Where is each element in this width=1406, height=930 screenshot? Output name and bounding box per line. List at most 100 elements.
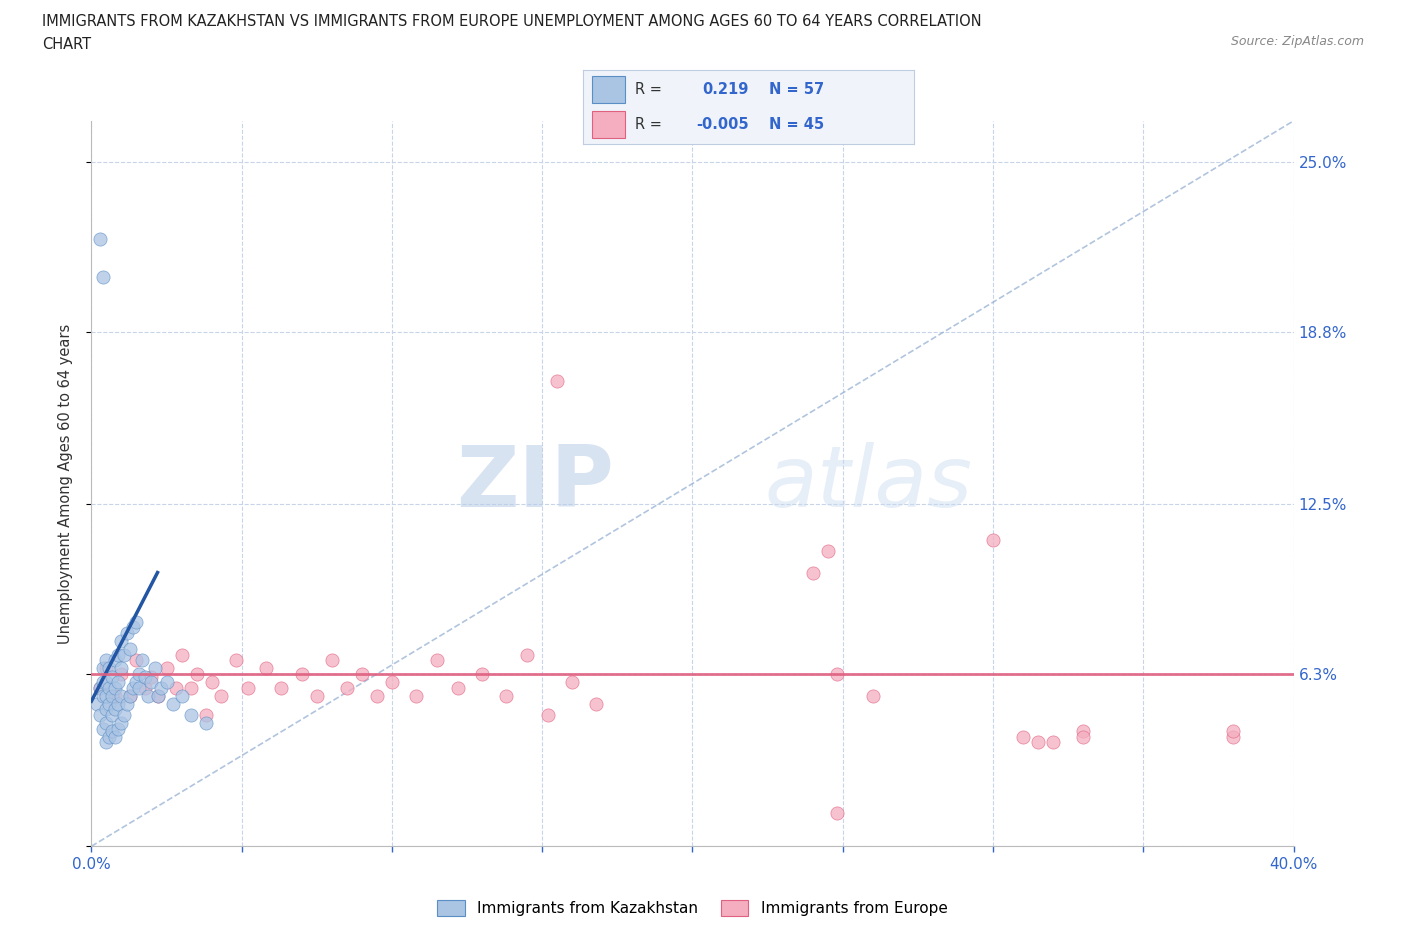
Point [1071, 724, 1094, 738]
Point [89, 708, 111, 723]
Point [801, 565, 824, 580]
Point [447, 680, 470, 695]
Point [817, 543, 839, 558]
Point [98, 680, 121, 695]
Point [236, 680, 259, 695]
Point [117, 697, 139, 711]
Point [209, 688, 232, 703]
Point [1042, 735, 1064, 750]
Point [107, 721, 129, 736]
Point [134, 670, 156, 684]
Point [96, 661, 118, 676]
Text: N = 57: N = 57 [769, 83, 824, 98]
Point [101, 688, 124, 703]
Point [86, 697, 108, 711]
Point [141, 674, 163, 689]
Y-axis label: Unemployment Among Ages 60 to 64 years: Unemployment Among Ages 60 to 64 years [58, 324, 73, 644]
Point [104, 702, 127, 717]
Point [170, 647, 193, 662]
Point [155, 661, 177, 676]
Point [138, 688, 160, 703]
Point [131, 653, 153, 668]
Text: R =: R = [634, 83, 662, 98]
Point [170, 688, 193, 703]
Point [101, 670, 124, 684]
Point [122, 680, 145, 695]
Point [120, 642, 142, 657]
FancyBboxPatch shape [592, 76, 624, 103]
Point [134, 680, 156, 695]
Point [117, 625, 139, 640]
Point [96, 674, 118, 689]
Point [180, 708, 202, 723]
Point [1012, 729, 1035, 744]
Legend: Immigrants from Kazakhstan, Immigrants from Europe: Immigrants from Kazakhstan, Immigrants f… [432, 894, 953, 922]
Text: ZIP: ZIP [457, 442, 614, 525]
Point [93, 688, 115, 703]
Point [471, 667, 494, 682]
Point [107, 697, 129, 711]
Point [101, 724, 124, 738]
Point [110, 661, 132, 676]
Point [149, 680, 172, 695]
Point [125, 653, 148, 668]
Point [122, 620, 145, 635]
Point [104, 688, 127, 703]
Point [96, 653, 118, 668]
Point [93, 270, 115, 285]
Point [120, 688, 142, 703]
Point [981, 532, 1004, 547]
Point [537, 708, 560, 723]
Point [143, 661, 166, 676]
Text: atlas: atlas [765, 442, 973, 525]
Text: R =: R = [634, 116, 662, 131]
Point [107, 674, 129, 689]
Point [98, 729, 121, 744]
Point [825, 667, 848, 682]
Text: N = 45: N = 45 [769, 116, 824, 131]
Point [825, 806, 848, 821]
Point [350, 667, 373, 682]
Point [104, 653, 127, 668]
Point [862, 688, 884, 703]
Point [1026, 735, 1049, 750]
Point [180, 680, 202, 695]
Point [107, 647, 129, 662]
Point [128, 680, 150, 695]
Point [125, 615, 148, 630]
Point [93, 674, 115, 689]
Point [201, 674, 224, 689]
Point [1222, 724, 1244, 738]
Point [305, 688, 328, 703]
Point [155, 674, 177, 689]
Point [128, 667, 150, 682]
Point [162, 697, 184, 711]
Point [101, 708, 124, 723]
Point [110, 688, 132, 703]
Point [1071, 729, 1094, 744]
Point [125, 674, 148, 689]
Point [366, 688, 388, 703]
Text: IMMIGRANTS FROM KAZAKHSTAN VS IMMIGRANTS FROM EUROPE UNEMPLOYMENT AMONG AGES 60 : IMMIGRANTS FROM KAZAKHSTAN VS IMMIGRANTS… [42, 14, 981, 29]
Point [561, 674, 583, 689]
Point [225, 653, 247, 668]
Point [194, 708, 217, 723]
Point [426, 653, 449, 668]
Point [93, 721, 115, 736]
Text: 0.219: 0.219 [703, 83, 749, 98]
Point [495, 688, 517, 703]
Text: -0.005: -0.005 [696, 116, 748, 131]
Text: CHART: CHART [42, 37, 91, 52]
Point [110, 633, 132, 648]
Point [104, 729, 127, 744]
Point [1222, 729, 1244, 744]
Point [110, 716, 132, 731]
Text: Source: ZipAtlas.com: Source: ZipAtlas.com [1230, 35, 1364, 48]
Point [381, 674, 404, 689]
Point [165, 680, 187, 695]
Point [516, 647, 538, 662]
Point [96, 702, 118, 717]
Point [93, 661, 115, 676]
Point [146, 688, 169, 703]
Point [110, 667, 132, 682]
